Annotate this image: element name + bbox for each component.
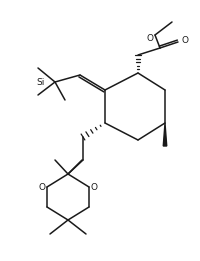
Text: Si: Si [37, 78, 45, 86]
Text: O: O [181, 35, 188, 44]
Text: O: O [38, 182, 45, 192]
Text: O: O [146, 33, 153, 43]
Text: O: O [90, 182, 97, 192]
Polygon shape [162, 123, 166, 146]
